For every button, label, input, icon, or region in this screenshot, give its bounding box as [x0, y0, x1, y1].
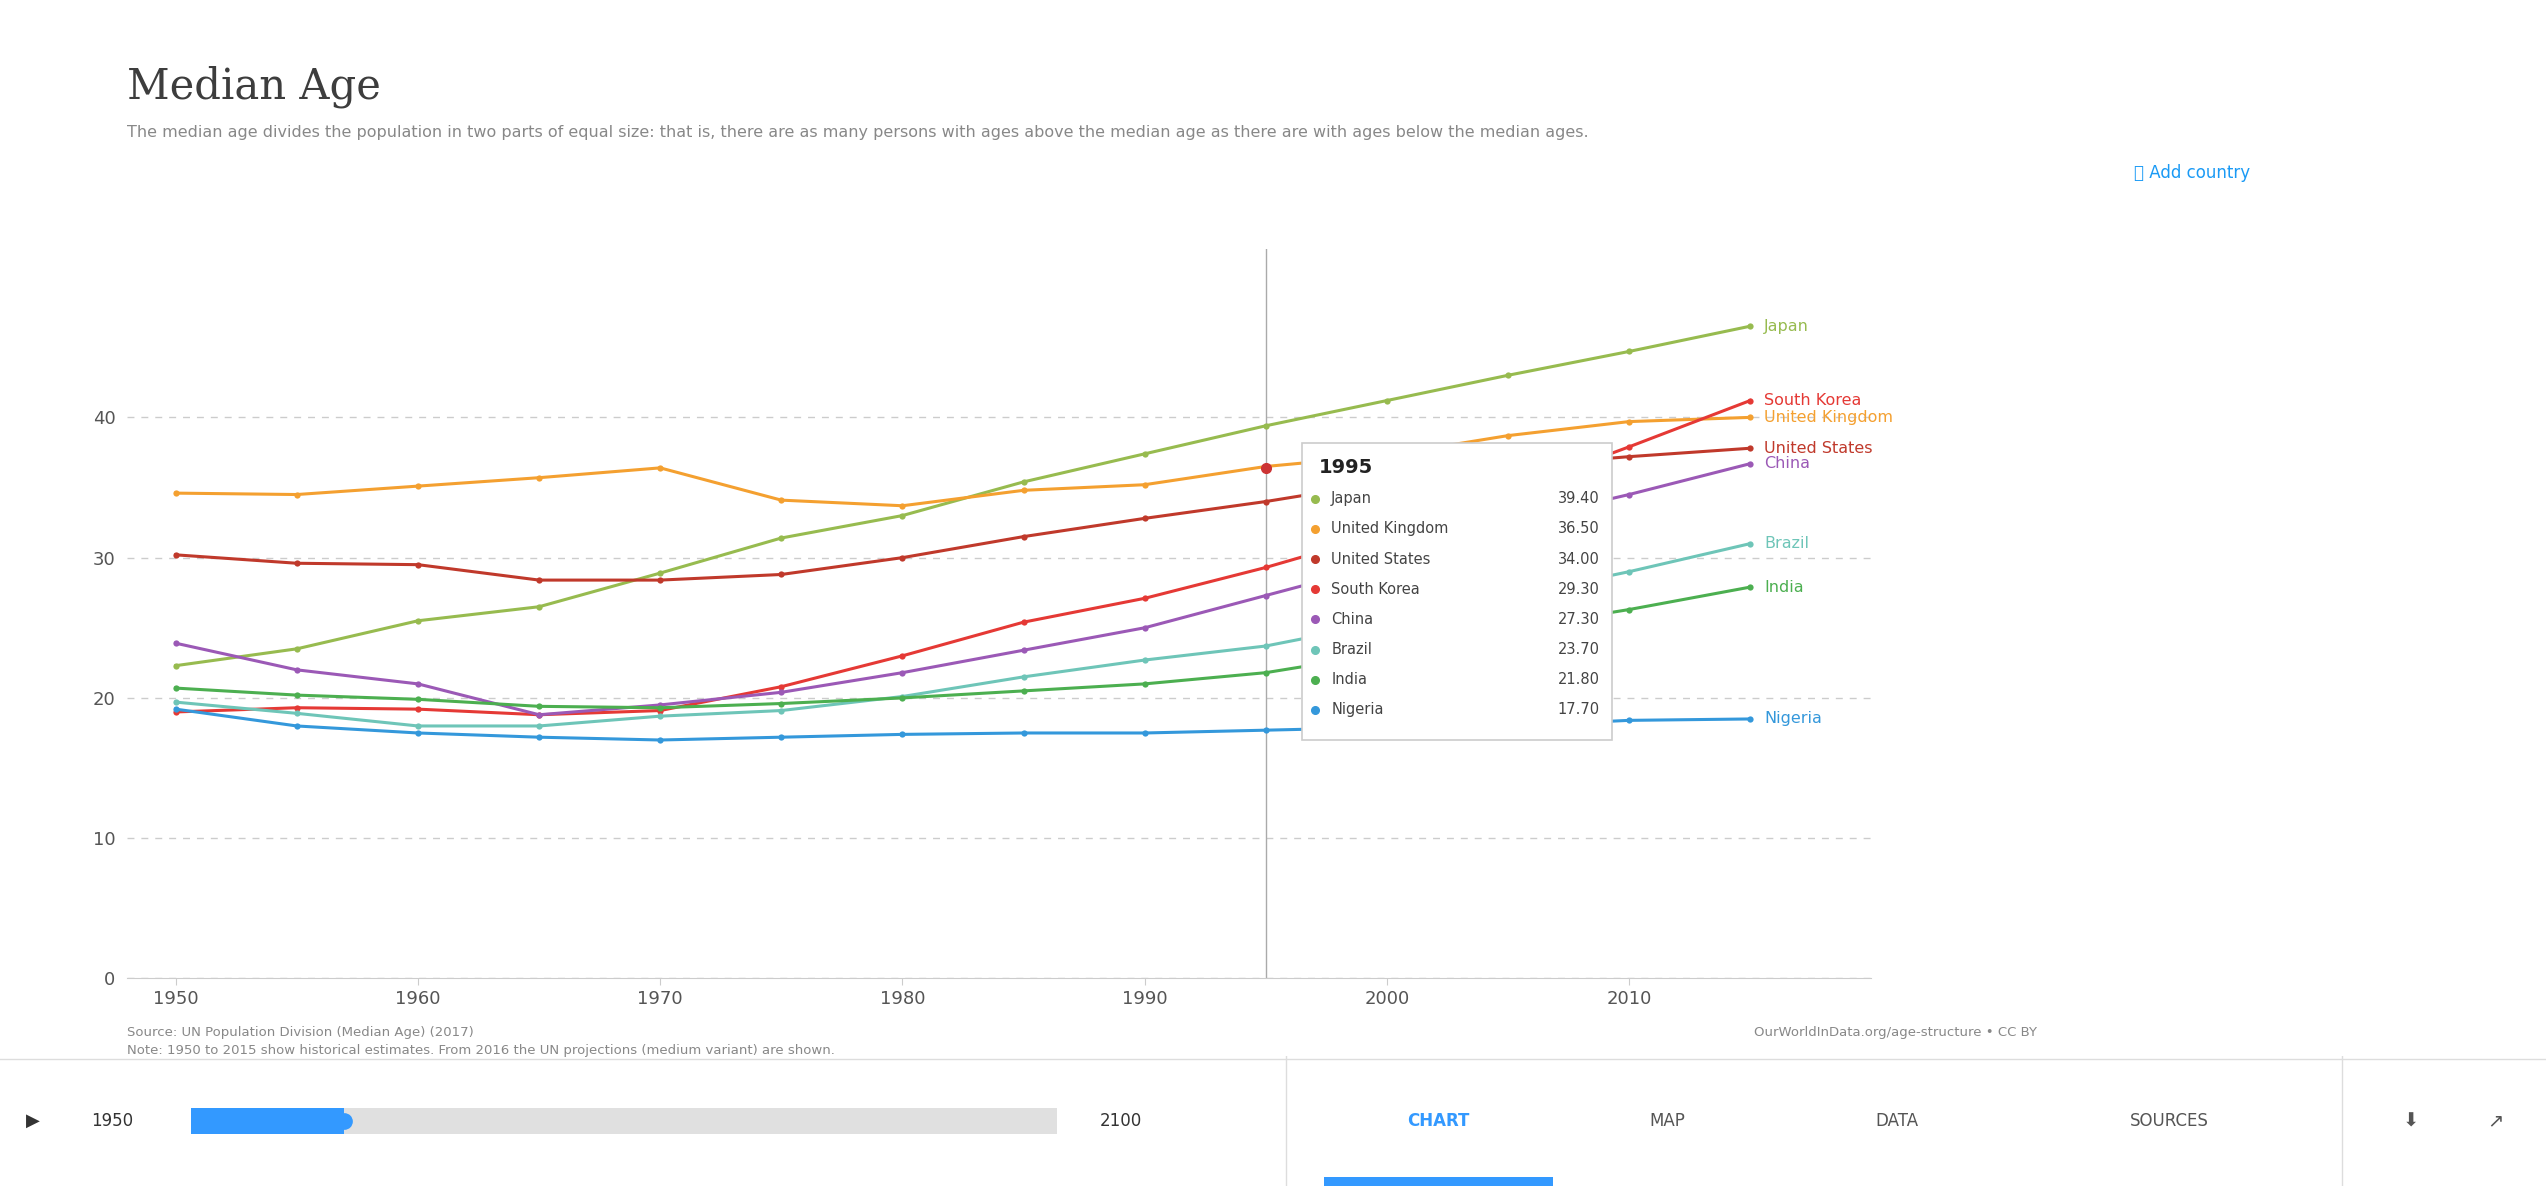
Text: The median age divides the population in two parts of equal size: that is, there: The median age divides the population in… — [127, 125, 1589, 140]
Text: United Kingdom: United Kingdom — [1764, 410, 1894, 425]
Text: South Korea: South Korea — [1764, 393, 1861, 408]
Text: Source: UN Population Division (Median Age) (2017)
Note: 1950 to 2015 show histo: Source: UN Population Division (Median A… — [127, 1026, 835, 1057]
Text: ⬇: ⬇ — [2403, 1111, 2419, 1130]
Text: MAP: MAP — [1650, 1111, 1685, 1130]
Text: ➕ Add country: ➕ Add country — [2134, 164, 2251, 181]
Text: Brazil: Brazil — [1764, 536, 1810, 551]
Text: 17.70: 17.70 — [1558, 702, 1599, 718]
Text: India: India — [1764, 580, 1803, 594]
Text: 39.40: 39.40 — [1558, 491, 1599, 506]
Text: Japan: Japan — [1332, 491, 1372, 506]
Text: Our World
in Data: Our World in Data — [2360, 58, 2447, 94]
Text: Median Age: Median Age — [127, 65, 382, 108]
Text: 23.70: 23.70 — [1558, 642, 1599, 657]
Text: ↗: ↗ — [2487, 1111, 2503, 1130]
Text: OurWorldInData.org/age-structure • CC BY: OurWorldInData.org/age-structure • CC BY — [1754, 1026, 2037, 1039]
Text: CHART: CHART — [1408, 1111, 1469, 1130]
Text: India: India — [1332, 672, 1367, 687]
Text: Nigeria: Nigeria — [1332, 702, 1382, 718]
Bar — [1301, 442, 1612, 740]
Text: ▶: ▶ — [25, 1111, 41, 1130]
Text: United Kingdom: United Kingdom — [1332, 522, 1449, 536]
Text: Japan: Japan — [1764, 319, 1810, 333]
Text: 36.50: 36.50 — [1558, 522, 1599, 536]
Text: China: China — [1332, 612, 1372, 627]
Text: 29.30: 29.30 — [1558, 581, 1599, 597]
Text: SOURCES: SOURCES — [2131, 1111, 2207, 1130]
Text: United States: United States — [1332, 551, 1431, 567]
Text: Nigeria: Nigeria — [1764, 712, 1823, 727]
Text: DATA: DATA — [1876, 1111, 1917, 1130]
Text: 1950: 1950 — [92, 1111, 132, 1130]
Text: South Korea: South Korea — [1332, 581, 1421, 597]
Text: 21.80: 21.80 — [1558, 672, 1599, 687]
Text: 34.00: 34.00 — [1558, 551, 1599, 567]
Text: 27.30: 27.30 — [1558, 612, 1599, 627]
Text: China: China — [1764, 457, 1810, 471]
Text: 1995: 1995 — [1319, 458, 1372, 478]
Bar — [191, 1108, 1057, 1134]
Bar — [191, 1108, 344, 1134]
Text: Brazil: Brazil — [1332, 642, 1372, 657]
Text: 2100: 2100 — [1100, 1111, 1143, 1130]
Text: United States: United States — [1764, 441, 1874, 455]
Bar — [1324, 1177, 1553, 1186]
